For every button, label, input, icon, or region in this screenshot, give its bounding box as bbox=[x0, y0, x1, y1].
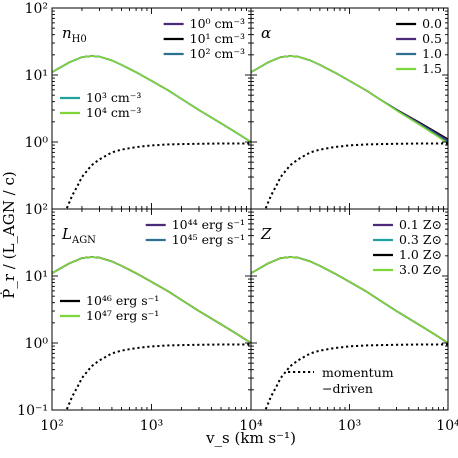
panel-label: Z bbox=[260, 225, 272, 243]
legend-label: 10³ cm⁻³ bbox=[86, 90, 141, 105]
panel-top-left bbox=[52, 55, 251, 209]
panel-frame bbox=[250, 7, 449, 210]
series-line-3 bbox=[251, 256, 448, 344]
x-tick-label: 10² bbox=[40, 418, 63, 434]
series-line-1 bbox=[251, 55, 448, 142]
legend-label: 0.3 Z⊙ bbox=[399, 232, 442, 247]
momentum-driven-line bbox=[264, 142, 448, 209]
momentum-driven-line bbox=[65, 343, 251, 410]
series-line-2 bbox=[251, 55, 448, 143]
panel-bottom-right bbox=[251, 256, 448, 410]
series-line-3 bbox=[251, 55, 448, 145]
y-axis-label: Ṗ_r / (L_AGN / c) bbox=[0, 171, 18, 298]
legend-label: 3.0 Z⊙ bbox=[399, 262, 442, 277]
legend-label: 1.0 Z⊙ bbox=[399, 247, 442, 262]
legend: 0.00.51.01.5 bbox=[396, 16, 442, 76]
legend-label: 10² cm⁻³ bbox=[190, 46, 245, 61]
y-tick-label: 10¹ bbox=[25, 68, 48, 84]
axis-ticks bbox=[51, 8, 448, 411]
momentum-driven-line bbox=[264, 343, 448, 410]
y-tick-label: 10² bbox=[25, 202, 48, 218]
legend-label: 0.0 bbox=[422, 16, 442, 31]
legend-label-driven: −driven bbox=[322, 381, 373, 396]
y-tick-label: 10⁰ bbox=[25, 135, 49, 151]
legend-label: 10⁴ cm⁻³ bbox=[86, 105, 141, 120]
series-line-0 bbox=[52, 55, 251, 143]
panel-label: α bbox=[261, 24, 271, 42]
x-tick-label: 10³ bbox=[338, 418, 361, 434]
y-tick-label: 10¹ bbox=[25, 269, 48, 285]
series-line-0 bbox=[251, 55, 448, 140]
x-axis-label: v_s (km s⁻¹) bbox=[205, 429, 296, 447]
legend: 0.1 Z⊙0.3 Z⊙1.0 Z⊙3.0 Z⊙ bbox=[372, 217, 442, 277]
series-line-1 bbox=[52, 55, 251, 143]
series-line-4 bbox=[52, 55, 251, 143]
panel-label: LAGN bbox=[61, 225, 96, 246]
x-tick-label: 10⁴ bbox=[239, 418, 263, 434]
legend-label: 10⁴⁴ erg s⁻¹ bbox=[172, 217, 245, 232]
momentum-driven-legend: momentum−driven bbox=[288, 365, 394, 396]
x-tick-label: 10⁴ bbox=[436, 418, 458, 434]
legend-label-momentum: momentum bbox=[322, 365, 394, 380]
axis-tick-labels: 10² 10³ 10⁴ 10³ 10⁴ 10² 10¹ 10⁰ 10² 10¹ 10⁰ 10⁻¹ bbox=[17, 1, 458, 434]
series-line-3 bbox=[52, 256, 251, 344]
legend-label: 10⁰ cm⁻³ bbox=[190, 16, 245, 31]
y-tick-label: 10⁰ bbox=[25, 336, 49, 352]
series-line-3 bbox=[52, 55, 251, 143]
legend-label: 10¹ cm⁻³ bbox=[190, 31, 245, 46]
series-line-2 bbox=[52, 55, 251, 143]
panel-top-right bbox=[251, 55, 448, 209]
x-tick-label: 10³ bbox=[140, 418, 163, 434]
legend-label: 1.5 bbox=[422, 61, 442, 76]
legend-label: 10⁴⁷ erg s⁻¹ bbox=[86, 308, 159, 323]
legend-label: 0.1 Z⊙ bbox=[399, 217, 442, 232]
legend-label: 0.5 bbox=[422, 31, 442, 46]
y-tick-label: 10² bbox=[25, 1, 48, 17]
panel-bottom-left bbox=[52, 256, 251, 410]
legend-label: 10⁴⁶ erg s⁻¹ bbox=[86, 293, 159, 308]
legend-label: 10⁴⁵ erg s⁻¹ bbox=[172, 232, 245, 247]
panel-label: nH0 bbox=[62, 24, 87, 45]
y-tick-label: 10⁻¹ bbox=[17, 403, 48, 419]
legend-label: 1.0 bbox=[422, 46, 442, 61]
momentum-driven-line bbox=[65, 142, 251, 209]
